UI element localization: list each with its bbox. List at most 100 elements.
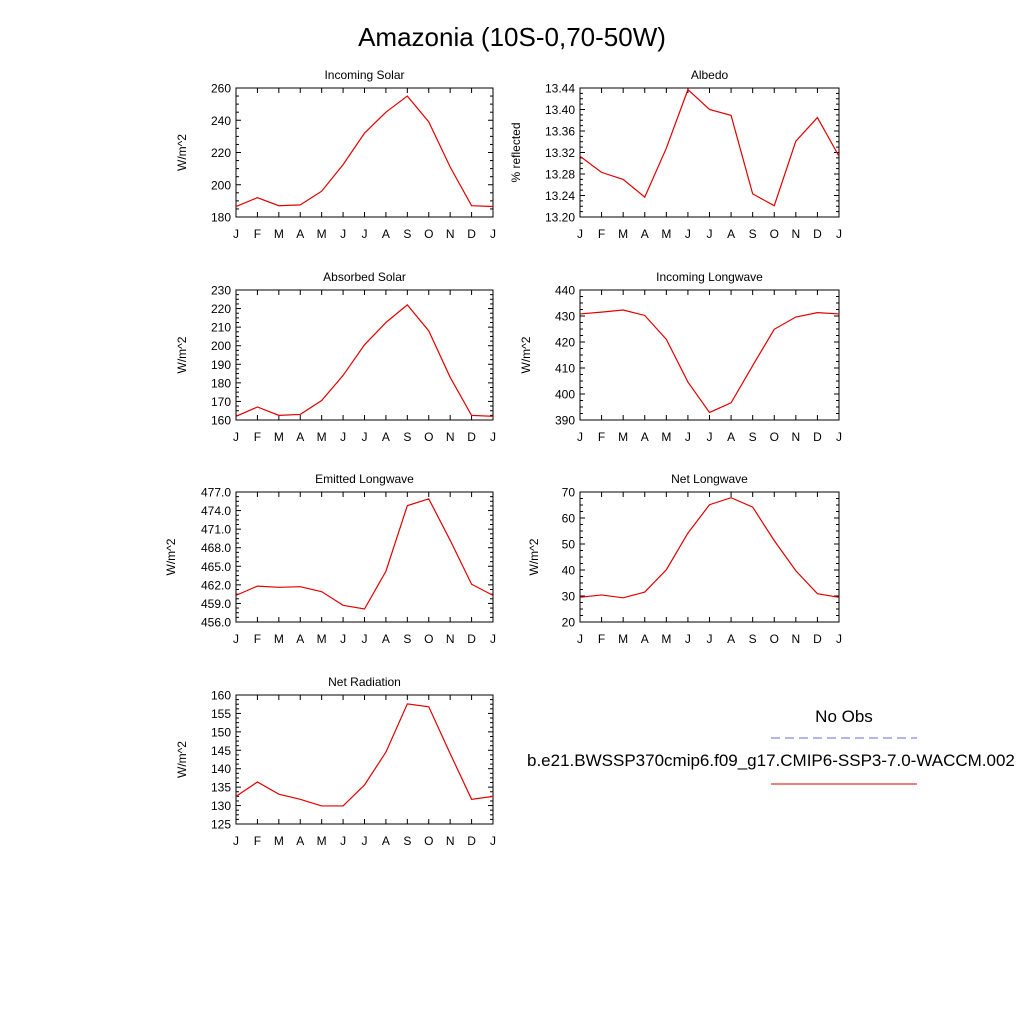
x-tick-label: O xyxy=(424,430,433,444)
x-tick-label: D xyxy=(467,834,476,848)
legend-obs-label: No Obs xyxy=(815,707,873,726)
x-tick-label: A xyxy=(296,227,304,241)
y-tick-label: 13.36 xyxy=(545,125,575,139)
x-tick-label: D xyxy=(467,632,476,646)
x-tick-label: J xyxy=(233,227,239,241)
y-tick-label: 210 xyxy=(211,321,231,335)
y-tick-label: 20 xyxy=(562,616,576,630)
x-tick-label: J xyxy=(685,227,691,241)
x-tick-label: J xyxy=(577,632,583,646)
series-line xyxy=(579,309,840,414)
y-tick-label: 13.40 xyxy=(545,103,575,117)
y-tick-label: 477.0 xyxy=(201,486,231,500)
x-tick-label: J xyxy=(490,632,496,646)
x-tick-label: S xyxy=(749,227,757,241)
y-tick-label: 459.0 xyxy=(201,597,231,611)
x-tick-label: D xyxy=(813,632,822,646)
x-tick-label: N xyxy=(791,632,800,646)
panel-title: Emitted Longwave xyxy=(315,472,414,486)
x-tick-label: M xyxy=(317,834,327,848)
series-line xyxy=(579,497,840,599)
x-tick-label: F xyxy=(598,632,605,646)
x-tick-label: F xyxy=(254,430,261,444)
x-tick-label: J xyxy=(233,632,239,646)
x-tick-label: O xyxy=(424,227,433,241)
x-tick-label: J xyxy=(836,227,842,241)
x-tick-label: M xyxy=(661,227,671,241)
x-tick-label: J xyxy=(490,834,496,848)
x-tick-label: J xyxy=(362,227,368,241)
x-tick-label: O xyxy=(770,430,779,444)
y-tick-label: 400 xyxy=(555,388,575,402)
y-tick-label: 471.0 xyxy=(201,523,231,537)
x-tick-label: J xyxy=(707,632,713,646)
x-tick-label: J xyxy=(577,227,583,241)
x-tick-label: A xyxy=(641,632,649,646)
x-tick-label: J xyxy=(340,632,346,646)
y-tick-label: 30 xyxy=(562,590,576,604)
x-tick-label: J xyxy=(340,834,346,848)
x-tick-label: A xyxy=(296,834,304,848)
x-tick-label: M xyxy=(618,227,628,241)
x-tick-label: J xyxy=(577,430,583,444)
y-tick-label: 456.0 xyxy=(201,616,231,630)
y-tick-label: 13.32 xyxy=(545,146,575,160)
x-tick-label: M xyxy=(317,430,327,444)
x-tick-label: S xyxy=(403,227,411,241)
x-tick-label: D xyxy=(813,227,822,241)
x-tick-label: A xyxy=(641,227,649,241)
y-tick-label: 13.24 xyxy=(545,189,575,203)
y-tick-label: 125 xyxy=(211,818,231,832)
y-axis-label: % reflected xyxy=(509,122,523,182)
main-title: Amazonia (10S-0,70-50W) xyxy=(358,22,666,52)
x-tick-label: A xyxy=(296,632,304,646)
y-tick-label: 140 xyxy=(211,762,231,776)
series-line xyxy=(579,88,840,207)
y-tick-label: 70 xyxy=(562,486,576,500)
x-tick-label: M xyxy=(274,227,284,241)
x-tick-label: N xyxy=(446,227,455,241)
x-tick-label: J xyxy=(233,430,239,444)
x-tick-label: O xyxy=(770,632,779,646)
y-tick-label: 13.20 xyxy=(545,211,575,225)
x-tick-label: J xyxy=(490,430,496,444)
y-tick-label: 13.28 xyxy=(545,168,575,182)
x-tick-label: A xyxy=(296,430,304,444)
panel-title: Albedo xyxy=(691,68,729,82)
x-tick-label: J xyxy=(836,632,842,646)
x-tick-label: M xyxy=(274,430,284,444)
y-axis-label: W/m^2 xyxy=(175,336,189,373)
x-tick-label: M xyxy=(274,834,284,848)
y-tick-label: 160 xyxy=(211,414,231,428)
y-tick-label: 200 xyxy=(211,339,231,353)
x-tick-label: J xyxy=(685,430,691,444)
y-tick-label: 150 xyxy=(211,725,231,739)
x-tick-label: M xyxy=(317,632,327,646)
y-tick-label: 170 xyxy=(211,395,231,409)
x-tick-label: S xyxy=(403,632,411,646)
y-axis-label: W/m^2 xyxy=(175,134,189,171)
y-axis-label: W/m^2 xyxy=(527,538,541,575)
x-tick-label: A xyxy=(382,430,390,444)
series-line xyxy=(235,304,494,417)
legend: No Obs b.e21.BWSSP370cmip6.f09_g17.CMIP6… xyxy=(527,707,1015,785)
y-tick-label: 60 xyxy=(562,512,576,526)
x-tick-label: J xyxy=(340,430,346,444)
y-tick-label: 155 xyxy=(211,707,231,721)
panel-title: Incoming Longwave xyxy=(656,270,763,284)
x-tick-label: J xyxy=(233,834,239,848)
y-tick-label: 230 xyxy=(211,284,231,298)
x-tick-label: D xyxy=(467,227,476,241)
panel-title: Absorbed Solar xyxy=(323,270,406,284)
x-tick-label: J xyxy=(490,227,496,241)
x-tick-label: N xyxy=(791,227,800,241)
x-tick-label: O xyxy=(770,227,779,241)
y-tick-label: 160 xyxy=(211,689,231,703)
x-tick-label: D xyxy=(467,430,476,444)
y-tick-label: 465.0 xyxy=(201,560,231,574)
y-tick-label: 220 xyxy=(211,302,231,316)
